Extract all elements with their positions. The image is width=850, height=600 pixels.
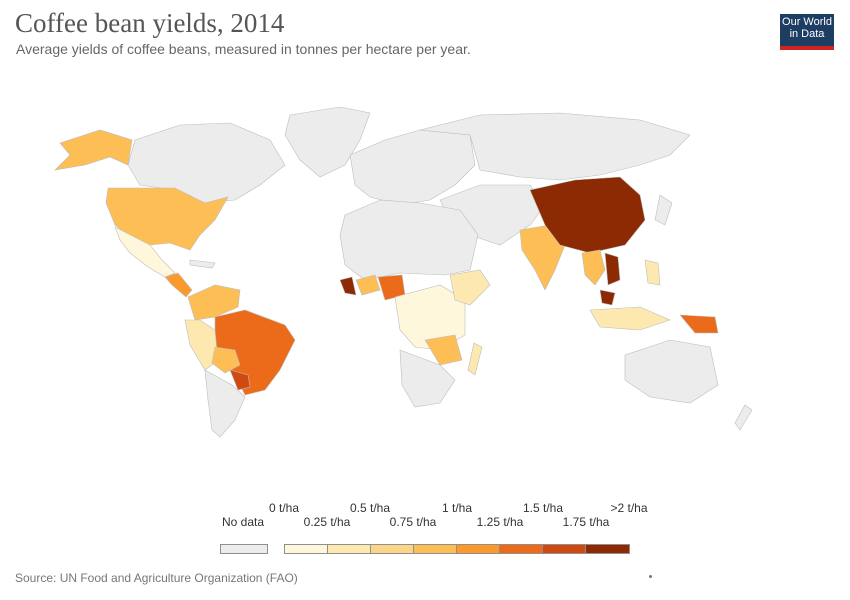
chart-title: Coffee bean yields, 2014 — [15, 8, 285, 38]
logo-line-2: in Data — [789, 28, 825, 40]
map-vietnam[interactable] — [604, 252, 621, 286]
map-alaska[interactable] — [54, 129, 133, 171]
map-southern-africa[interactable] — [399, 349, 456, 408]
world-map — [54, 106, 753, 438]
legend-tick-0-25: 0.25 t/ha — [303, 515, 351, 529]
map-indonesia[interactable] — [589, 306, 671, 331]
legend-tick-1-5: 1.5 t/ha — [522, 501, 564, 515]
map-madagascar[interactable] — [467, 342, 483, 376]
legend-no-data-swatch — [220, 544, 268, 554]
map-usa[interactable] — [105, 187, 229, 251]
map-malaysia[interactable] — [599, 289, 616, 306]
map-philippines[interactable] — [644, 259, 661, 286]
map-greenland[interactable] — [284, 106, 371, 178]
map-japan[interactable] — [654, 194, 673, 226]
legend-no-data-label: No data — [221, 515, 265, 529]
map-thailand[interactable] — [581, 249, 606, 286]
footer-dot — [649, 575, 652, 578]
map-canada[interactable] — [127, 122, 286, 204]
logo-line-1: Our World — [782, 16, 832, 28]
legend-tick-2: >2 t/ha — [610, 501, 648, 515]
map-central-america[interactable] — [164, 272, 193, 298]
legend-bin-4 — [413, 544, 457, 554]
map-ghana-liberia[interactable] — [339, 276, 357, 296]
legend-bin-6 — [499, 544, 543, 554]
legend-tick-1-75: 1.75 t/ha — [562, 515, 610, 529]
map-europe[interactable] — [349, 129, 476, 206]
legend-tick-0-5: 0.5 t/ha — [349, 501, 391, 515]
legend-bin-7 — [542, 544, 586, 554]
map-papua-new-guinea[interactable] — [679, 314, 719, 334]
legend-tick-1-25: 1.25 t/ha — [476, 515, 524, 529]
map-west-africa[interactable] — [355, 274, 381, 296]
map-ethiopia[interactable] — [449, 269, 491, 306]
logo-accent-bar — [780, 46, 834, 50]
map-australia[interactable] — [624, 339, 719, 404]
map-china[interactable] — [529, 176, 646, 254]
owid-logo[interactable]: Our World in Data — [780, 14, 834, 50]
map-argentina[interactable] — [204, 369, 246, 438]
map-countries — [54, 106, 753, 438]
legend-bin-5 — [456, 544, 500, 554]
legend-tick-0-75: 0.75 t/ha — [389, 515, 437, 529]
map-caribbean[interactable] — [189, 259, 216, 269]
map-north-africa[interactable] — [339, 199, 479, 281]
chart-subtitle: Average yields of coffee beans, measured… — [16, 41, 471, 57]
legend-tick-0: 0 t/ha — [268, 501, 300, 515]
map-malawi[interactable] — [424, 334, 463, 366]
legend-bin-8 — [585, 544, 630, 554]
source-note[interactable]: Source: UN Food and Agriculture Organiza… — [15, 571, 298, 585]
legend-bin-3 — [370, 544, 414, 554]
map-bolivia[interactable] — [211, 346, 241, 374]
legend-bin-2 — [327, 544, 371, 554]
map-paraguay[interactable] — [229, 369, 251, 391]
map-new-zealand[interactable] — [734, 404, 753, 431]
map-russia[interactable] — [419, 112, 691, 181]
legend-bin-1 — [284, 544, 328, 554]
legend-tick-1: 1 t/ha — [441, 501, 473, 515]
